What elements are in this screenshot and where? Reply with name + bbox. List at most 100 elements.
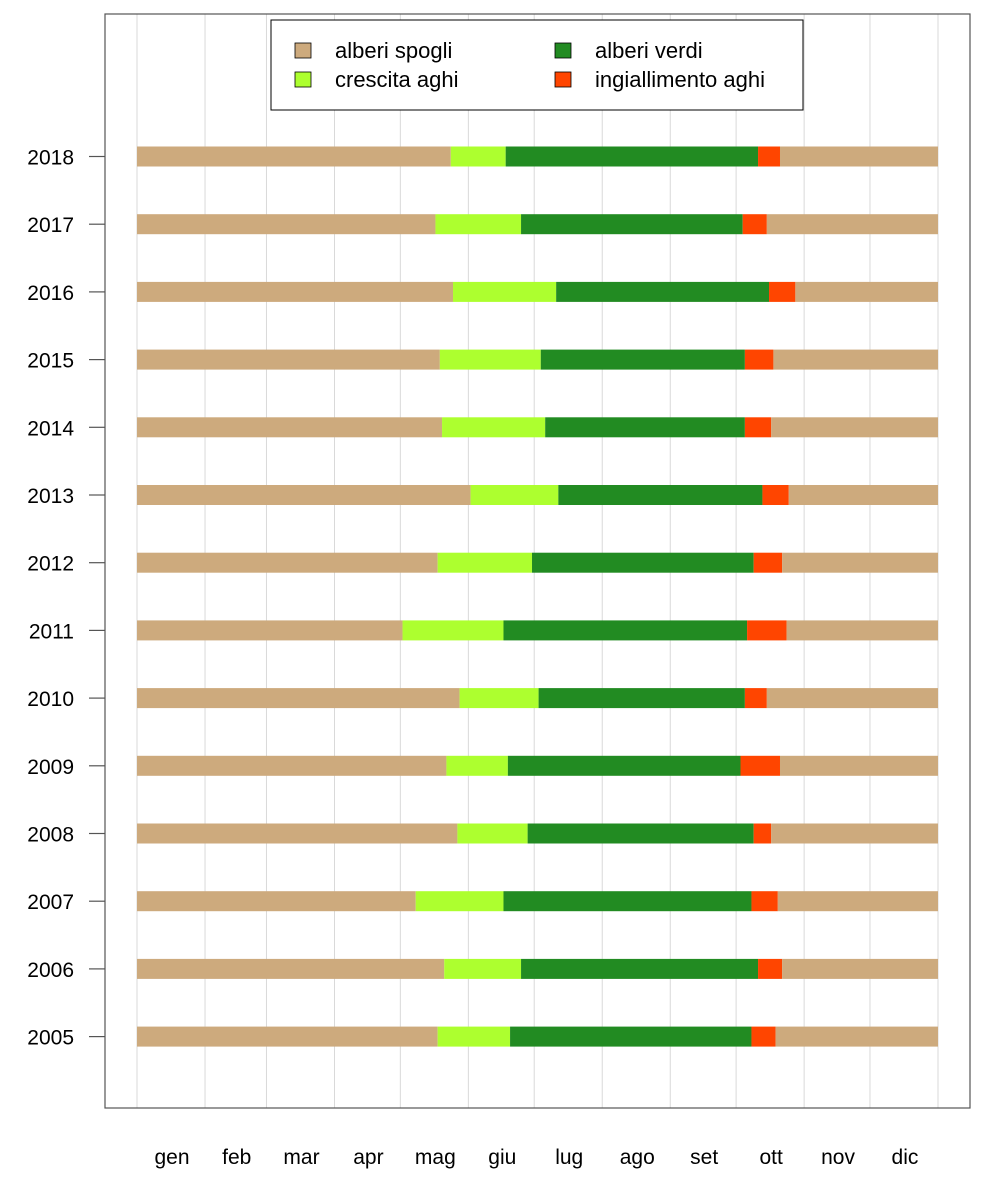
bar-2016-spogli-4 bbox=[795, 281, 938, 302]
x-tick-label-gen: gen bbox=[154, 1146, 189, 1169]
y-tick-label-2009: 2009 bbox=[27, 756, 74, 779]
x-tick-label-set: set bbox=[690, 1146, 718, 1169]
bar-2016-crescita-1 bbox=[453, 281, 557, 302]
bar-2005-ingiallimento-3 bbox=[751, 1026, 776, 1047]
bar-2010-spogli-0 bbox=[137, 688, 460, 709]
bar-2018-verdi-2 bbox=[505, 146, 759, 167]
y-tick-label-2005: 2005 bbox=[27, 1027, 74, 1050]
bar-2005-crescita-1 bbox=[437, 1026, 511, 1047]
bar-2017-verdi-2 bbox=[521, 214, 743, 235]
bar-2010-verdi-2 bbox=[538, 688, 745, 709]
legend-swatch-verdi bbox=[554, 42, 572, 59]
bar-2008-crescita-1 bbox=[457, 823, 528, 844]
x-tick-label-nov: nov bbox=[821, 1146, 855, 1169]
bar-2018-spogli-4 bbox=[779, 146, 938, 167]
x-tick-label-feb: feb bbox=[222, 1146, 251, 1169]
x-axis: gen feb mar apr mag giu lug ago set ott nov dic bbox=[154, 1146, 918, 1169]
bar-2009-verdi-2 bbox=[507, 755, 741, 776]
bar-2007-spogli-0 bbox=[137, 891, 416, 912]
bar-2013-crescita-1 bbox=[470, 485, 559, 505]
bar-2012-verdi-2 bbox=[532, 552, 754, 573]
bar-2009-crescita-1 bbox=[446, 755, 508, 776]
x-tick-label-dic: dic bbox=[892, 1146, 919, 1169]
y-tick-label-2011: 2011 bbox=[29, 620, 74, 643]
y-tick-label-2006: 2006 bbox=[27, 959, 74, 982]
legend: alberi spogli alberi verdi crescita aghi in… bbox=[270, 19, 804, 111]
bar-2010-spogli-4 bbox=[766, 688, 938, 709]
bar-2016-verdi-2 bbox=[556, 281, 770, 302]
y-tick-label-2013: 2013 bbox=[27, 485, 74, 508]
bar-2006-ingiallimento-3 bbox=[758, 958, 783, 979]
y-tick-label-2016: 2016 bbox=[27, 282, 74, 305]
bars bbox=[137, 146, 938, 1047]
bar-2016-spogli-0 bbox=[137, 281, 454, 302]
y-tick-label-2008: 2008 bbox=[27, 824, 74, 847]
y-tick-label-2018: 2018 bbox=[27, 147, 74, 170]
bar-2008-ingiallimento-3 bbox=[753, 823, 772, 844]
bar-2012-crescita-1 bbox=[437, 552, 533, 573]
bar-2010-ingiallimento-3 bbox=[744, 688, 767, 709]
y-axis: 2018 2017 2016 2015 2014 2013 2012 2011 2010 2009… bbox=[27, 147, 105, 1050]
bar-2006-spogli-0 bbox=[137, 958, 445, 979]
bar-2018-spogli-0 bbox=[137, 146, 451, 167]
bar-2005-verdi-2 bbox=[510, 1026, 752, 1047]
bar-2014-spogli-4 bbox=[771, 417, 938, 438]
bar-2007-verdi-2 bbox=[503, 891, 752, 912]
x-tick-label-mar: mar bbox=[283, 1146, 319, 1169]
legend-label-ingiallimento: ingiallimento aghi bbox=[595, 67, 765, 92]
y-tick-label-2015: 2015 bbox=[27, 350, 74, 373]
bar-2006-crescita-1 bbox=[444, 958, 522, 979]
bar-2013-ingiallimento-3 bbox=[762, 485, 789, 505]
x-tick-label-mag: mag bbox=[415, 1146, 456, 1169]
bar-2014-spogli-0 bbox=[137, 417, 443, 438]
bar-2015-ingiallimento-3 bbox=[744, 349, 774, 370]
bar-2009-spogli-0 bbox=[137, 755, 447, 776]
bar-2007-crescita-1 bbox=[415, 891, 504, 912]
bar-2011-crescita-1 bbox=[402, 620, 504, 641]
bar-2015-spogli-4 bbox=[773, 349, 938, 370]
bar-2012-spogli-0 bbox=[137, 552, 438, 573]
bar-2011-ingiallimento-3 bbox=[747, 620, 787, 641]
bar-2014-crescita-1 bbox=[442, 417, 546, 438]
x-tick-label-lug: lug bbox=[555, 1146, 583, 1169]
bar-2017-ingiallimento-3 bbox=[742, 214, 767, 235]
y-tick-label-2012: 2012 bbox=[27, 553, 74, 576]
bar-2007-ingiallimento-3 bbox=[751, 891, 778, 912]
legend-label-crescita: crescita aghi bbox=[335, 67, 459, 92]
legend-swatch-spogli bbox=[294, 42, 312, 59]
legend-swatch-crescita bbox=[294, 71, 312, 88]
bar-2006-verdi-2 bbox=[521, 958, 759, 979]
bar-2017-crescita-1 bbox=[435, 214, 522, 235]
legend-label-verdi: alberi verdi bbox=[595, 38, 703, 63]
legend-swatch-ingiallimento bbox=[554, 71, 572, 88]
bar-2010-crescita-1 bbox=[459, 688, 539, 709]
bar-2017-spogli-0 bbox=[137, 214, 436, 235]
bar-2009-ingiallimento-3 bbox=[740, 755, 780, 776]
x-tick-label-ott: ott bbox=[759, 1146, 783, 1169]
bar-2006-spogli-4 bbox=[782, 958, 938, 979]
bar-2005-spogli-4 bbox=[775, 1026, 938, 1047]
bar-2013-spogli-0 bbox=[137, 485, 471, 505]
bar-2009-spogli-4 bbox=[779, 755, 938, 776]
x-tick-label-giu: giu bbox=[488, 1146, 516, 1169]
bar-2015-crescita-1 bbox=[439, 349, 541, 370]
x-tick-label-ago: ago bbox=[620, 1146, 655, 1169]
bar-2008-verdi-2 bbox=[527, 823, 754, 844]
bar-2016-ingiallimento-3 bbox=[769, 281, 796, 302]
y-tick-label-2017: 2017 bbox=[27, 214, 74, 237]
plot-frame bbox=[104, 13, 971, 1109]
bar-2011-spogli-4 bbox=[786, 620, 938, 641]
bar-2015-verdi-2 bbox=[540, 349, 745, 370]
bar-2015-spogli-0 bbox=[137, 349, 440, 370]
bar-2013-verdi-2 bbox=[558, 485, 763, 505]
bar-2011-spogli-0 bbox=[137, 620, 403, 641]
bar-2012-spogli-4 bbox=[782, 552, 938, 573]
bar-2018-ingiallimento-3 bbox=[758, 146, 780, 167]
bar-2014-verdi-2 bbox=[545, 417, 745, 438]
legend-label-spogli: alberi spogli bbox=[335, 38, 452, 63]
y-tick-label-2014: 2014 bbox=[27, 417, 74, 440]
y-tick-label-2007: 2007 bbox=[27, 891, 74, 914]
bar-2012-ingiallimento-3 bbox=[753, 552, 783, 573]
bar-2005-spogli-0 bbox=[137, 1026, 438, 1047]
